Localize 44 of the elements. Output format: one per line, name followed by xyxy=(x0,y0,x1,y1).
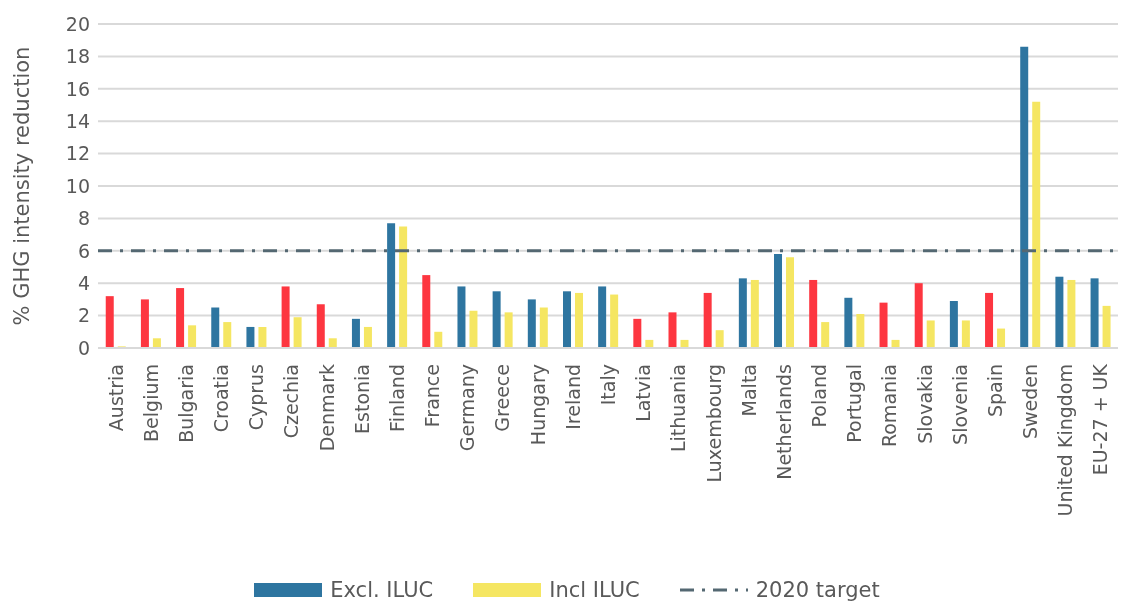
legend-label: 2020 target xyxy=(755,578,880,602)
y-tick-label: 8 xyxy=(77,207,90,230)
y-tick-label: 4 xyxy=(77,271,90,294)
legend-label: Incl ILUC xyxy=(549,578,640,602)
x-tick-label: Belgium xyxy=(139,364,162,442)
x-tick-label: Hungary xyxy=(526,364,549,446)
x-tick-label: Slovenia xyxy=(948,364,971,445)
y-tick-label: 18 xyxy=(65,45,90,68)
x-tick-label: Luxembourg xyxy=(702,364,725,483)
x-tick-label: Sweden xyxy=(1019,364,1042,440)
x-tick-label: Latvia xyxy=(632,364,655,422)
x-tick-label: Austria xyxy=(104,364,127,432)
x-tick-label: Greece xyxy=(491,364,514,432)
x-tick-label: Romania xyxy=(878,364,901,448)
x-tick-label: Estonia xyxy=(350,364,373,434)
y-tick-label: 6 xyxy=(77,239,90,262)
x-tick-label: Bulgaria xyxy=(174,364,197,443)
y-tick-label: 0 xyxy=(77,336,90,359)
x-tick-label: Spain xyxy=(983,364,1006,418)
x-tick-label: Netherlands xyxy=(772,364,795,480)
x-tick-label: Cyprus xyxy=(245,364,268,431)
y-tick-label: 20 xyxy=(65,12,90,35)
x-tick-label: France xyxy=(421,364,444,428)
x-tick-label: United Kingdom xyxy=(1054,364,1077,517)
y-tick-label: 14 xyxy=(65,109,90,132)
y-tick-label: 10 xyxy=(65,174,90,197)
x-tick-label: Czechia xyxy=(280,364,303,439)
x-tick-label: Germany xyxy=(456,364,479,452)
y-tick-label: 12 xyxy=(65,142,90,165)
x-tick-label: Ireland xyxy=(561,364,584,430)
x-tick-label: Portugal xyxy=(843,364,866,443)
y-axis-title: % GHG intensity reduction xyxy=(10,46,35,326)
x-tick-label: Denmark xyxy=(315,364,338,452)
y-tick-label: 16 xyxy=(65,77,90,100)
x-tick-label: EU-27 + UK xyxy=(1089,363,1112,476)
x-tick-label: Lithuania xyxy=(667,364,690,453)
x-tick-label: Italy xyxy=(597,364,619,406)
x-tick-label: Malta xyxy=(737,364,760,417)
x-tick-label: Slovakia xyxy=(913,364,936,444)
x-tick-label: Poland xyxy=(808,364,831,428)
x-tick-label: Croatia xyxy=(210,364,233,433)
x-tick-label: Finland xyxy=(385,364,408,432)
y-tick-label: 2 xyxy=(77,304,90,327)
legend-label: Excl. ILUC xyxy=(330,578,434,602)
